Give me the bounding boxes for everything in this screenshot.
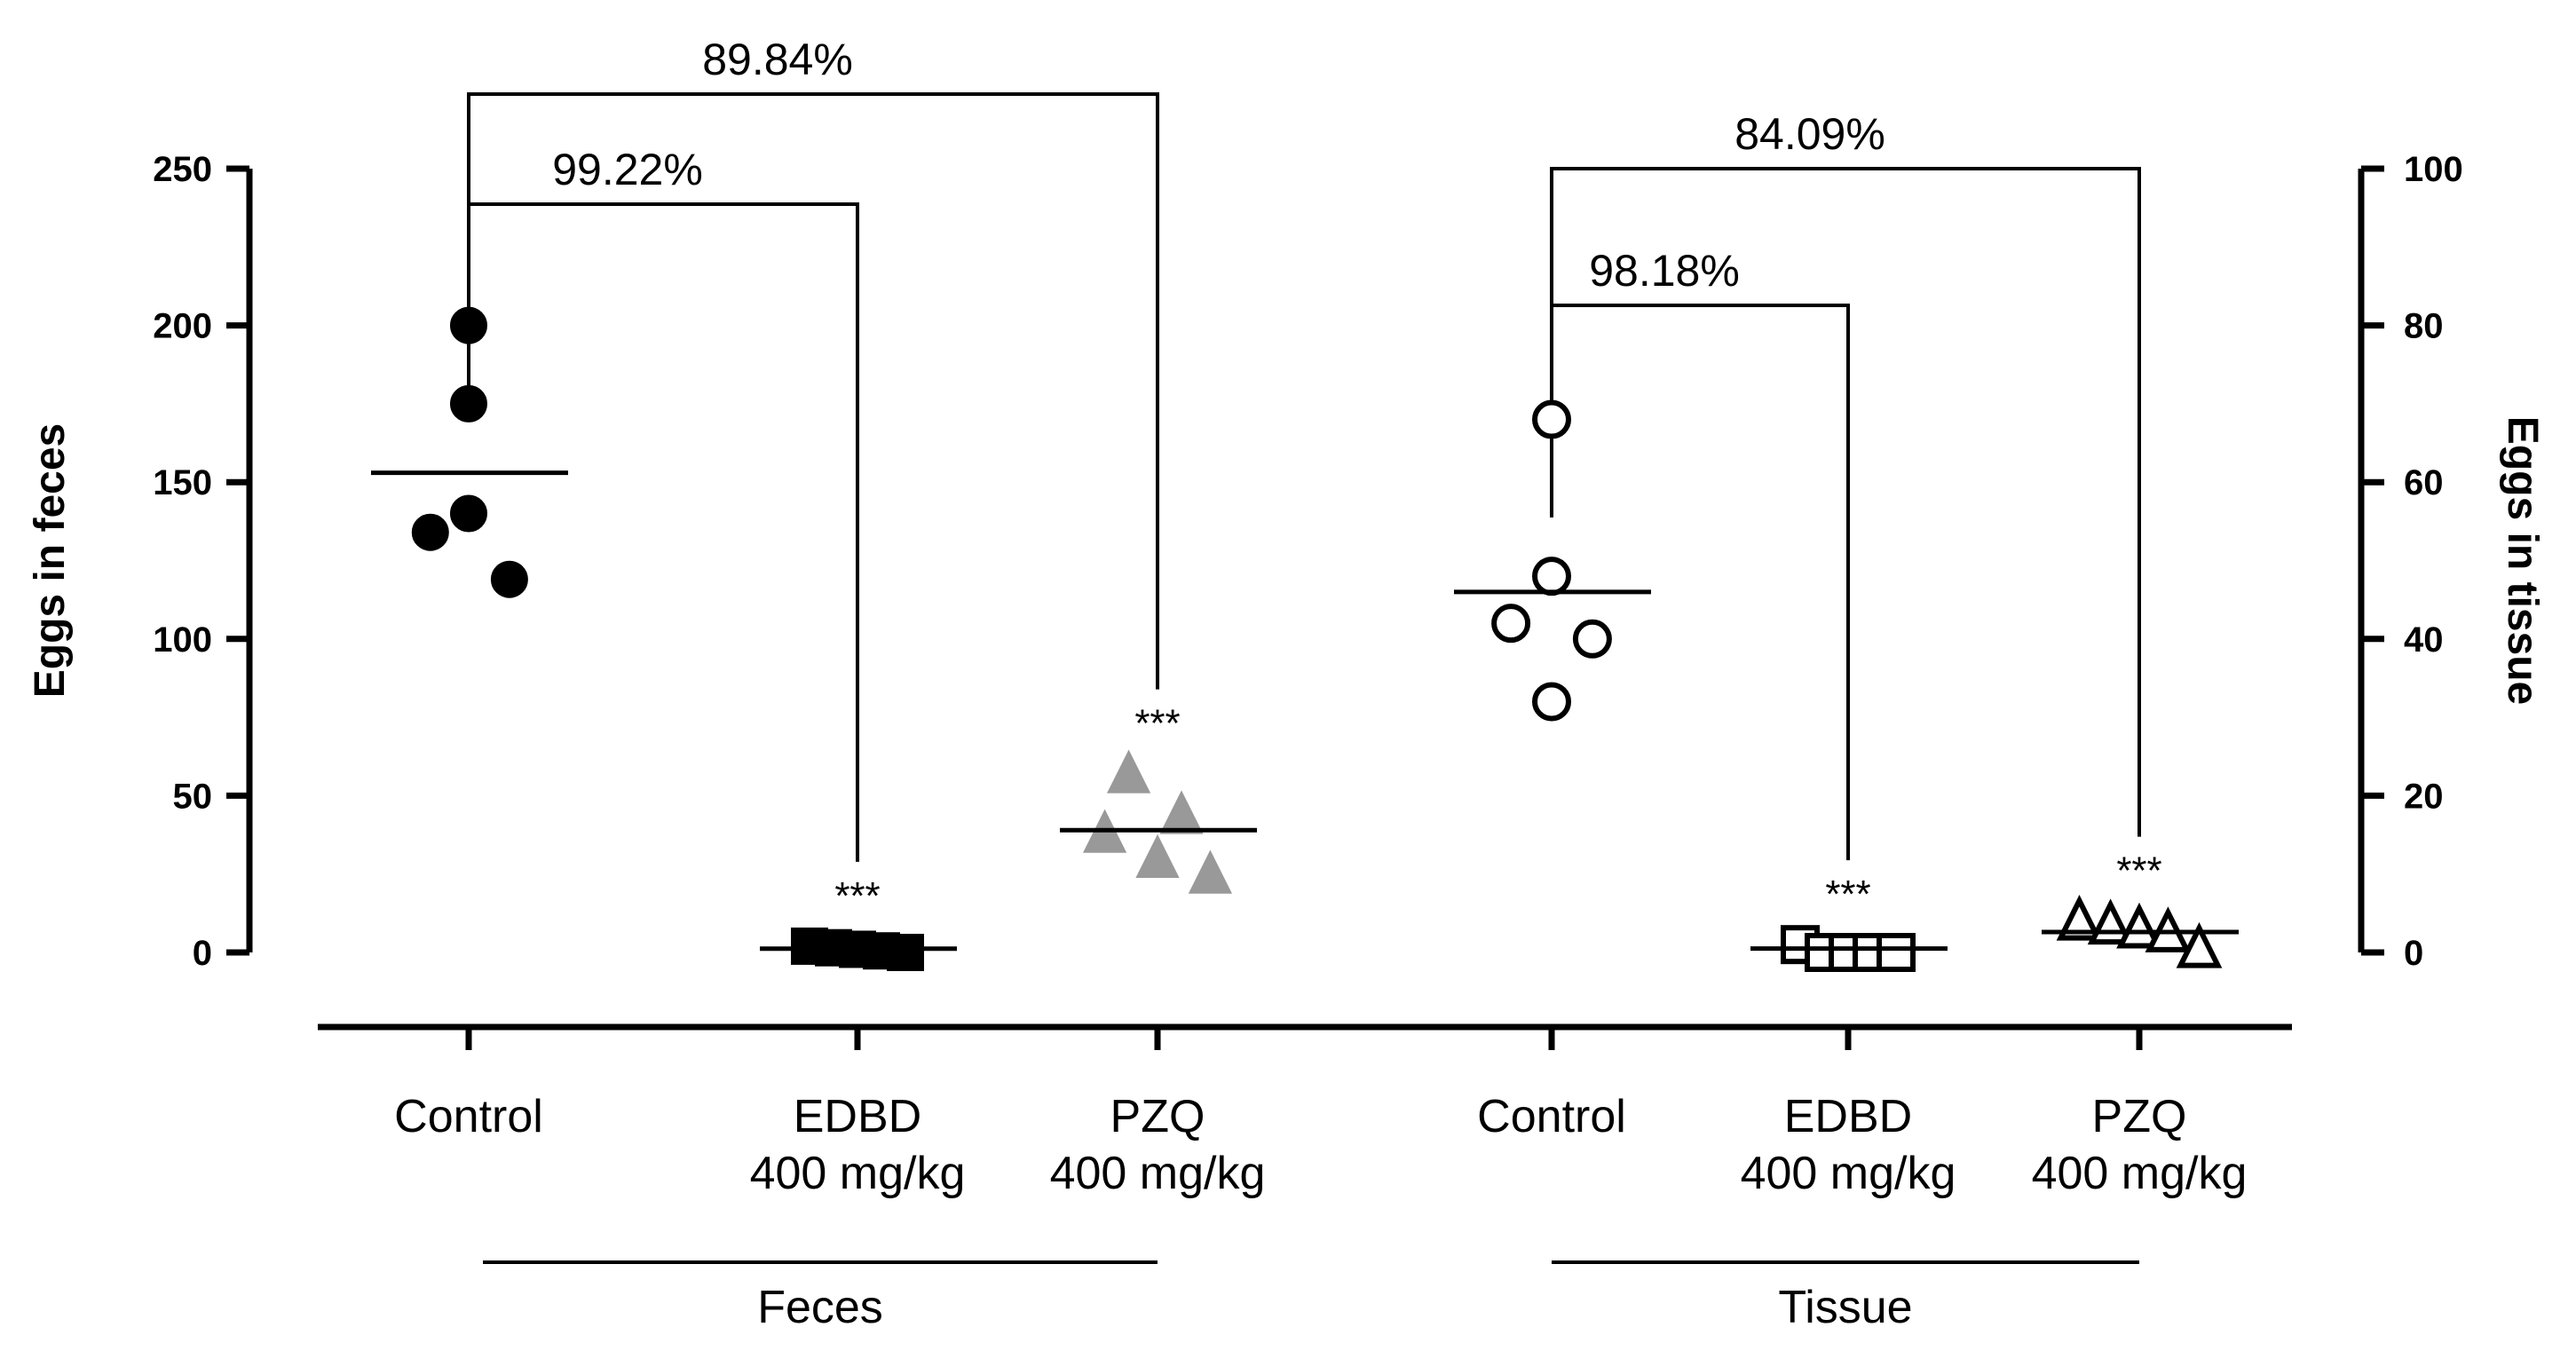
category-label: EDBD 400 mg/kg: [1741, 1091, 1956, 1199]
data-point: [450, 384, 487, 423]
bracket-label: 84.09%: [1734, 109, 1885, 159]
data-point: [1532, 399, 1571, 439]
left-tick-label: 0: [193, 934, 212, 973]
right-axis-title: Eggs in tissue: [2499, 416, 2546, 705]
right-tick-label: 60: [2404, 463, 2444, 502]
data-point: [1572, 619, 1612, 659]
left-tick-label: 250: [153, 150, 212, 189]
category-label-line: EDBD: [794, 1091, 921, 1142]
category-label-line: PZQ: [2092, 1091, 2187, 1142]
category-label-line: PZQ: [1110, 1091, 1205, 1142]
category-label: PZQ 400 mg/kg: [1050, 1091, 1266, 1199]
category-label-line: 400 mg/kg: [750, 1148, 966, 1199]
group-label: Feces: [757, 1282, 883, 1333]
category-label: Control: [1477, 1091, 1626, 1142]
data-point: [2176, 921, 2223, 968]
data-point: [490, 560, 528, 598]
bracket-label: 99.22%: [552, 145, 703, 194]
bracket-label: 98.18%: [1589, 246, 1740, 296]
group-label: Tissue: [1778, 1282, 1912, 1333]
data-point: [1135, 834, 1180, 879]
data-point: [411, 513, 449, 551]
data-point: [1159, 790, 1204, 834]
category-label-line: 400 mg/kg: [2032, 1148, 2248, 1199]
left-tick-label: 200: [153, 307, 212, 346]
significance-label: ***: [2116, 849, 2161, 893]
data-point: [1877, 933, 1916, 972]
data-point: [1188, 849, 1233, 894]
data-point: [1532, 557, 1571, 596]
data-point: [2056, 894, 2103, 941]
data-point: [450, 494, 487, 533]
category-label-line: EDBD: [1784, 1091, 1912, 1142]
right-tick-label: 100: [2404, 150, 2463, 189]
category-label-line: Control: [1477, 1091, 1626, 1142]
category-label: PZQ 400 mg/kg: [2032, 1091, 2248, 1199]
right-tick-label: 0: [2404, 934, 2423, 973]
bracket-label: 89.84%: [702, 35, 853, 84]
comparison-bracket: [467, 202, 859, 862]
data-layer: *** *** *** ***: [371, 306, 2239, 972]
data-point: [450, 306, 487, 344]
category-label-line: 400 mg/kg: [1050, 1148, 1266, 1199]
significance-label: ***: [834, 874, 880, 918]
category-label-line: 400 mg/kg: [1741, 1148, 1956, 1199]
data-point: [1106, 749, 1151, 794]
data-point: [2116, 902, 2162, 949]
left-tick-label: 50: [173, 777, 213, 816]
data-point: [1491, 604, 1531, 644]
category-label: Control: [394, 1091, 543, 1142]
significance-label: ***: [1825, 873, 1870, 916]
right-tick-label: 80: [2404, 307, 2444, 346]
right-tick-label: 40: [2404, 620, 2444, 660]
axes-layer: 0 50 100 150 200 250 Eggs in feces 0 20 40 60 80 100…: [27, 150, 2546, 1050]
right-tick-label: 20: [2404, 777, 2444, 816]
category-label-line: Control: [394, 1091, 543, 1142]
left-axis-title: Eggs in feces: [27, 423, 74, 698]
brackets-layer: 89.84% 99.22% 84.09% 98.18%: [467, 35, 2141, 862]
data-point: [1532, 682, 1571, 722]
comparison-bracket: [1550, 304, 1850, 861]
significance-label: ***: [1134, 702, 1180, 746]
data-point: [887, 934, 924, 971]
left-tick-label: 150: [153, 463, 212, 502]
left-tick-label: 100: [153, 620, 212, 660]
category-label: EDBD 400 mg/kg: [750, 1091, 966, 1199]
labels-layer: Control EDBD 400 mg/kg PZQ 400 mg/kg Control E…: [394, 1091, 2247, 1333]
